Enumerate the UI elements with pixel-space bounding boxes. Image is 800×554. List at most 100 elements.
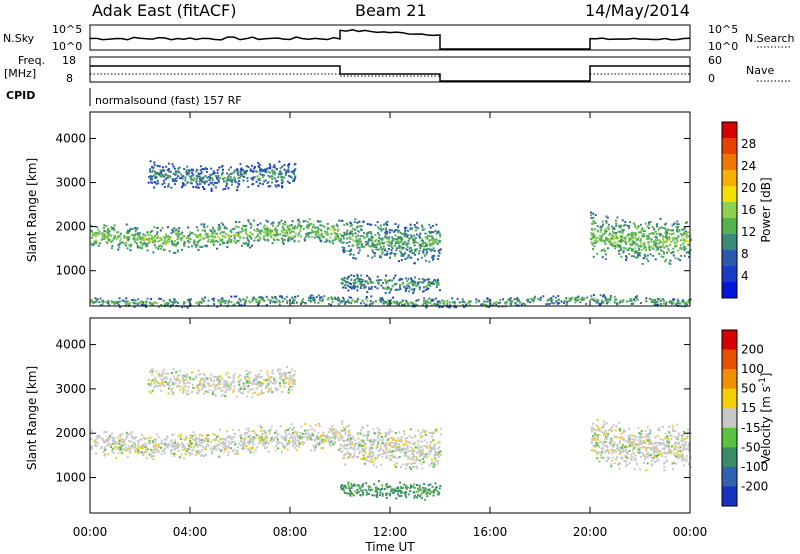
echo-cell <box>127 231 130 234</box>
echo-cell <box>311 294 314 297</box>
echo-cell <box>568 299 571 302</box>
echo-cell <box>382 281 384 284</box>
echo-cell <box>255 434 258 437</box>
echo-cell <box>275 226 277 229</box>
echo-cell <box>390 242 393 245</box>
echo-cell <box>394 444 397 447</box>
echo-cell <box>324 437 327 440</box>
echo-cell <box>385 222 388 225</box>
echo-cell <box>276 238 279 241</box>
echo-cell <box>340 301 342 304</box>
echo-cell <box>598 234 601 237</box>
echo-cell <box>218 237 221 240</box>
echo-cell <box>431 224 434 227</box>
echo-cell <box>131 445 134 448</box>
echo-cell <box>434 240 437 243</box>
echo-cell <box>194 442 197 444</box>
echo-cell <box>378 438 381 441</box>
echo-cell <box>643 242 646 245</box>
echo-cell <box>167 175 169 178</box>
echo-cell <box>277 433 280 436</box>
echo-cell <box>187 442 190 445</box>
echo-cell <box>149 240 152 243</box>
echo-cell <box>420 224 423 227</box>
echo-cell <box>179 386 182 389</box>
echo-cell <box>461 298 464 301</box>
station-title: Adak East (fitACF) <box>92 1 236 20</box>
echo-cell <box>394 252 397 255</box>
echo-cell <box>258 236 261 239</box>
echo-cell <box>220 222 223 225</box>
echo-cell <box>206 443 209 445</box>
echo-cell <box>404 230 406 233</box>
echo-cell <box>98 230 101 233</box>
echo-cell <box>338 431 341 434</box>
echo-cell <box>414 281 417 284</box>
echo-cell <box>409 458 412 461</box>
echo-cell <box>683 246 686 248</box>
echo-cell <box>376 221 379 224</box>
echo-cell <box>374 240 377 242</box>
echo-cell <box>214 394 217 396</box>
echo-cell <box>113 437 116 439</box>
echo-cell <box>189 453 191 456</box>
echo-cell <box>368 452 371 455</box>
echo-cell <box>106 437 109 440</box>
echo-cell <box>219 176 222 179</box>
echo-cell <box>200 455 203 458</box>
echo-cell <box>140 438 143 441</box>
echo-cell <box>246 296 248 299</box>
echo-cell <box>430 235 433 238</box>
echo-cell <box>200 179 203 181</box>
echo-cell <box>204 236 207 239</box>
echo-cell <box>354 218 357 221</box>
echo-cell <box>162 443 165 446</box>
echo-cell <box>186 181 189 184</box>
echo-cell <box>668 262 671 265</box>
echo-cell <box>254 383 257 386</box>
echo-cell <box>547 298 550 301</box>
echo-cell <box>591 243 594 246</box>
echo-cell <box>165 240 168 243</box>
echo-cell <box>342 426 345 429</box>
echo-cell <box>217 179 220 182</box>
echo-cell <box>366 243 369 246</box>
echo-cell <box>358 220 361 223</box>
echo-cell <box>221 448 224 451</box>
echo-cell <box>435 232 438 235</box>
echo-cell <box>210 187 213 190</box>
echo-cell <box>386 240 389 243</box>
echo-cell <box>399 450 402 453</box>
echo-cell <box>185 450 188 453</box>
echo-cell <box>399 237 402 240</box>
echo-cell <box>118 243 120 246</box>
echo-cell <box>394 440 397 443</box>
echo-cell <box>673 222 676 225</box>
echo-cell <box>320 438 323 441</box>
echo-cell <box>395 282 398 285</box>
echo-cell <box>241 227 244 230</box>
echo-cell <box>370 223 373 226</box>
echo-cell <box>610 241 613 244</box>
echo-cell <box>250 441 253 444</box>
echo-cell <box>320 296 323 299</box>
echo-cell <box>168 384 171 387</box>
echo-cell <box>165 303 167 306</box>
echo-cell <box>189 238 192 241</box>
echo-cell <box>676 240 679 243</box>
echo-cell <box>357 280 360 283</box>
echo-cell <box>607 226 610 229</box>
echo-cell <box>534 295 537 298</box>
echo-cell <box>329 236 332 239</box>
echo-cell <box>372 281 375 284</box>
echo-cell <box>186 236 189 239</box>
echo-cell <box>318 423 320 425</box>
echo-cell <box>292 227 295 229</box>
echo-cell <box>360 274 363 277</box>
echo-cell <box>660 303 663 306</box>
echo-cell <box>175 172 178 175</box>
echo-cell <box>201 297 204 300</box>
echo-cell <box>142 453 145 455</box>
echo-cell <box>144 301 146 304</box>
echo-cell <box>510 303 512 306</box>
